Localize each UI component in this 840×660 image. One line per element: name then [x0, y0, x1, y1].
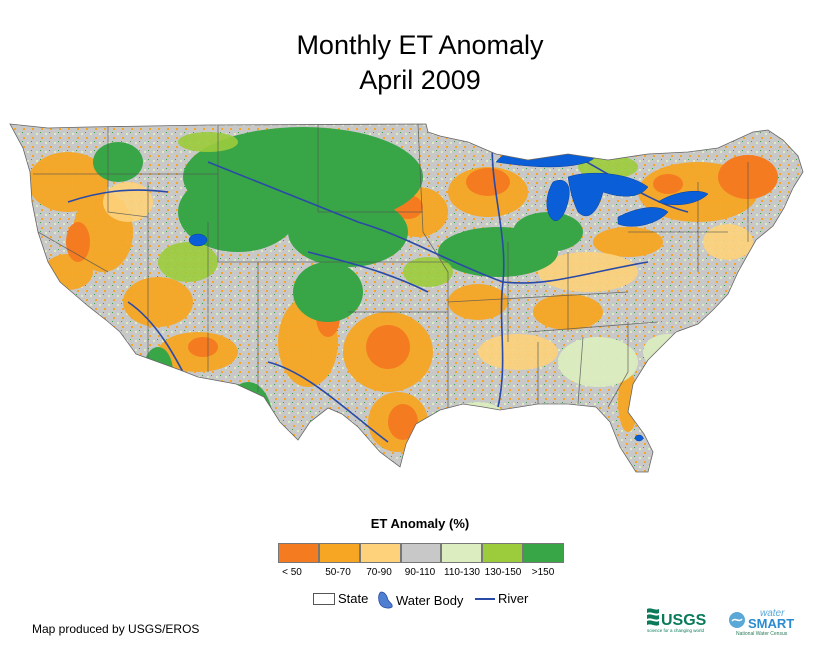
- usgs-tagline: science for a changing world: [647, 628, 705, 633]
- legend-river-label: River: [498, 591, 529, 606]
- legend-swatch-50-70: [319, 543, 360, 563]
- water-body-icon: [378, 591, 393, 609]
- legend-label-lt50: < 50: [282, 567, 302, 578]
- state-symbol-icon: [313, 592, 335, 605]
- map-credit: Map produced by USGS/EROS: [32, 622, 200, 636]
- legend-swatch-gt150: [523, 543, 564, 563]
- legend-state: State: [313, 591, 368, 606]
- legend-title: ET Anomaly (%): [370, 516, 470, 531]
- legend-label-130-150: 130-150: [484, 567, 522, 578]
- legend-label-110-130: 110-130: [444, 567, 480, 578]
- map-subtitle: April 2009: [359, 65, 481, 95]
- legend-state-label: State: [338, 591, 369, 606]
- watersmart-main-text: SMART: [748, 616, 794, 631]
- usgs-logo: USGS science for a changing world: [645, 605, 723, 640]
- legend-label-70-90: 70-90: [366, 567, 392, 578]
- legend-swatch-90-110: [401, 543, 441, 563]
- watersmart-logo: water SMART National Water Census: [728, 605, 814, 642]
- legend-swatch-110-130: [441, 543, 482, 563]
- legend-swatch-lt50: [278, 543, 319, 563]
- river-line-icon: [475, 597, 495, 600]
- map-title: Monthly ET Anomaly: [296, 30, 544, 60]
- et-anomaly-map: [9, 123, 804, 473]
- legend-water-body: Water Body: [378, 591, 463, 609]
- legend-label-gt150: >150: [531, 567, 555, 578]
- legend-swatch-130-150: [482, 543, 523, 563]
- legend-label-90-110: 90-110: [404, 567, 436, 578]
- legend-water-body-label: Water Body: [396, 592, 464, 608]
- legend-swatch-70-90: [360, 543, 401, 563]
- usgs-logo-text: USGS: [661, 612, 707, 629]
- legend-label-50-70: 50-70: [325, 567, 351, 578]
- watersmart-tagline: National Water Census: [736, 631, 788, 637]
- legend-river: River: [474, 591, 528, 606]
- watersmart-top-text: water: [760, 608, 785, 619]
